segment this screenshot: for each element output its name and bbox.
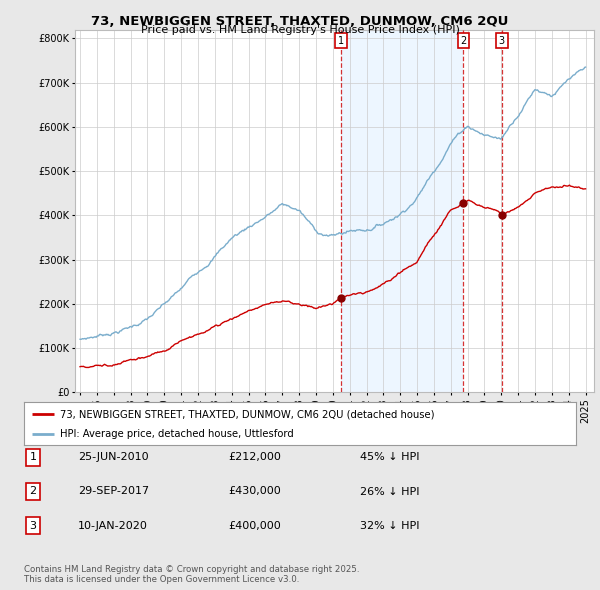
Text: £212,000: £212,000 bbox=[228, 453, 281, 462]
Text: £400,000: £400,000 bbox=[228, 521, 281, 530]
Text: 29-SEP-2017: 29-SEP-2017 bbox=[78, 487, 149, 496]
Text: 10-JAN-2020: 10-JAN-2020 bbox=[78, 521, 148, 530]
Text: 32% ↓ HPI: 32% ↓ HPI bbox=[360, 521, 419, 530]
Text: 2: 2 bbox=[29, 487, 37, 496]
Text: 73, NEWBIGGEN STREET, THAXTED, DUNMOW, CM6 2QU (detached house): 73, NEWBIGGEN STREET, THAXTED, DUNMOW, C… bbox=[60, 409, 434, 419]
Text: This data is licensed under the Open Government Licence v3.0.: This data is licensed under the Open Gov… bbox=[24, 575, 299, 584]
Bar bbox=[341, 30, 463, 392]
Text: 1: 1 bbox=[338, 35, 344, 45]
Text: Contains HM Land Registry data © Crown copyright and database right 2025.: Contains HM Land Registry data © Crown c… bbox=[24, 565, 359, 574]
Text: 3: 3 bbox=[499, 35, 505, 45]
Text: 1: 1 bbox=[29, 453, 37, 462]
Text: HPI: Average price, detached house, Uttlesford: HPI: Average price, detached house, Uttl… bbox=[60, 430, 293, 439]
Text: 3: 3 bbox=[29, 521, 37, 530]
Text: £430,000: £430,000 bbox=[228, 487, 281, 496]
Text: 25-JUN-2010: 25-JUN-2010 bbox=[78, 453, 149, 462]
Text: Price paid vs. HM Land Registry's House Price Index (HPI): Price paid vs. HM Land Registry's House … bbox=[140, 25, 460, 35]
Text: 45% ↓ HPI: 45% ↓ HPI bbox=[360, 453, 419, 462]
Text: 26% ↓ HPI: 26% ↓ HPI bbox=[360, 487, 419, 496]
Text: 73, NEWBIGGEN STREET, THAXTED, DUNMOW, CM6 2QU: 73, NEWBIGGEN STREET, THAXTED, DUNMOW, C… bbox=[91, 15, 509, 28]
Text: 2: 2 bbox=[460, 35, 467, 45]
